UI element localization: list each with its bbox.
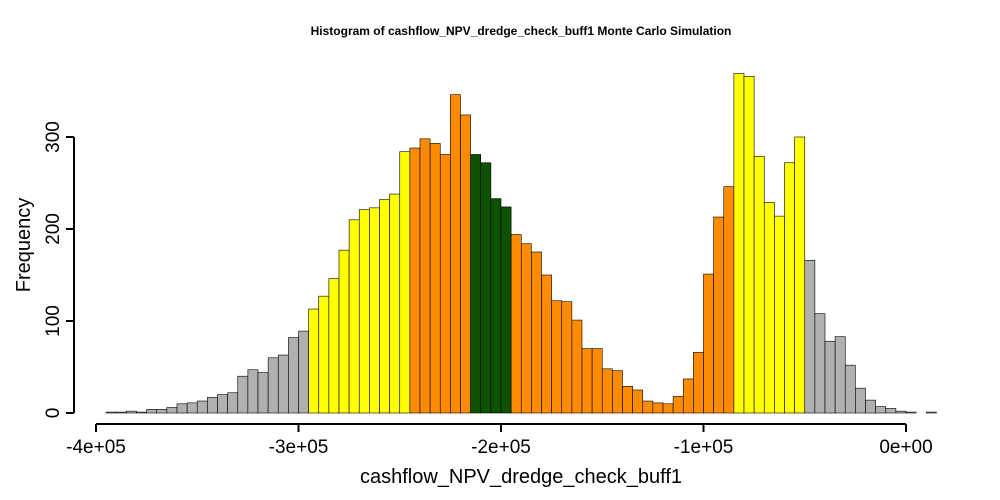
histogram-bar (470, 154, 482, 414)
histogram-bar (834, 336, 846, 414)
histogram-bar (612, 370, 623, 414)
histogram-bar (601, 368, 613, 414)
histogram-bar (824, 340, 836, 414)
histogram-bar (784, 162, 795, 414)
histogram-bar (814, 313, 826, 414)
y-tick-label: 100 (43, 305, 64, 337)
chart-title: Histogram of cashflow_NPV_dredge_check_b… (311, 24, 732, 38)
histogram-bar (632, 389, 644, 414)
histogram-bar (267, 357, 279, 414)
histogram-bar (733, 73, 745, 414)
histogram-bar (713, 216, 725, 414)
bars-group (105, 73, 937, 414)
histogram-bar (551, 300, 563, 414)
y-axis-label: Frequency (13, 198, 35, 293)
x-tick-label: -2e+05 (471, 437, 531, 458)
histogram-bar (257, 372, 269, 414)
histogram-bar (905, 411, 917, 414)
x-tick-label: -4e+05 (66, 437, 126, 458)
histogram-bar (531, 251, 542, 414)
histogram-bar (682, 378, 694, 414)
y-tick-label: 200 (43, 213, 64, 245)
y-tick-label: 0 (43, 408, 64, 419)
x-tick-label: -1e+05 (674, 437, 734, 458)
y-tick-label: 300 (43, 121, 64, 153)
histogram-bar (520, 243, 532, 414)
histogram-bar (500, 206, 512, 414)
histogram-bar (348, 219, 360, 414)
y-axis-ticks: 0 100 200 300 (43, 121, 74, 418)
histogram-bar (703, 273, 714, 414)
histogram-bar (561, 301, 573, 414)
histogram-bar (288, 337, 299, 414)
histogram-bar (166, 407, 178, 414)
histogram-bar (885, 408, 897, 414)
histogram-bar (865, 399, 876, 414)
histogram-bar (541, 274, 552, 414)
histogram-bar (642, 400, 654, 414)
histogram-bar (743, 75, 755, 414)
histogram-bar (652, 402, 664, 414)
histogram-bar (308, 308, 320, 414)
histogram-bar (237, 375, 249, 414)
histogram-bar (217, 394, 228, 414)
histogram-bar (409, 147, 421, 414)
histogram-bar (105, 411, 117, 414)
histogram-bar (379, 199, 390, 414)
histogram-bar (227, 392, 239, 414)
histogram-bar (389, 193, 401, 414)
histogram-bar (196, 400, 208, 414)
histogram-bar (672, 396, 684, 414)
histogram-bar (369, 207, 380, 414)
histogram-bar (895, 410, 907, 414)
histogram-bar (338, 249, 350, 414)
histogram-bar (844, 364, 856, 414)
histogram-bar (186, 402, 198, 414)
x-axis-ticks: -4e+05 -3e+05 -2e+05 -1e+05 0e+00 (66, 424, 933, 458)
histogram-bar (571, 319, 583, 414)
histogram-bar (753, 156, 765, 414)
histogram-bar (925, 411, 937, 414)
histogram-bar (875, 406, 887, 414)
histogram-bar (146, 409, 158, 414)
histogram-bar (510, 234, 522, 414)
histogram-bar (450, 94, 461, 414)
histogram-bar (115, 411, 127, 414)
histogram-bar (429, 143, 441, 414)
histogram-bar (723, 186, 735, 414)
histogram-bar (358, 209, 370, 414)
histogram-bar (298, 330, 309, 414)
histogram-bar (480, 162, 492, 414)
histogram-bar (207, 397, 218, 414)
histogram-bar (460, 114, 471, 414)
histogram-bar (804, 259, 816, 414)
histogram-bar (439, 154, 451, 414)
x-tick-label: 0e+00 (879, 437, 932, 458)
histogram-bar (277, 354, 289, 414)
histogram-bar (763, 202, 775, 414)
histogram-bar (591, 348, 603, 414)
x-axis-label: cashflow_NPV_dredge_check_buff1 (360, 466, 682, 488)
histogram-bar (318, 295, 330, 414)
histogram-bar (328, 278, 340, 414)
histogram-bar (662, 403, 674, 414)
histogram-bar (774, 215, 785, 414)
histogram-bar (126, 410, 137, 414)
histogram-bar (855, 387, 866, 414)
histogram-bar (581, 348, 593, 414)
histogram-bar (794, 136, 806, 414)
histogram-bar (419, 138, 431, 414)
histogram-bar (156, 409, 168, 414)
histogram-bar (176, 403, 188, 414)
histogram-bar (136, 411, 147, 414)
histogram-bar (399, 151, 411, 414)
histogram-bar (693, 351, 704, 414)
histogram-bar (622, 386, 633, 414)
x-tick-label: -3e+05 (269, 437, 329, 458)
histogram-bar (490, 198, 502, 414)
histogram-bar (247, 369, 259, 414)
